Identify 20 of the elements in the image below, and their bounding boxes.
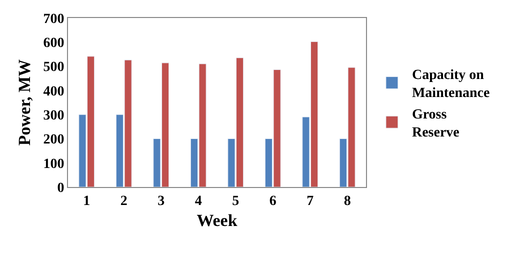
y-tick-label: 400 [43,84,64,100]
y-axis-title: Power, MW [14,59,34,146]
y-tick-label: 100 [43,156,64,172]
y-tick-label: 0 [57,180,64,196]
y-tick-label: 500 [43,60,64,76]
y-tick-label: 700 [43,12,64,27]
x-tick-label: 4 [194,194,202,209]
legend-label: Gross Reserve [412,107,460,141]
x-tick-label: 3 [158,194,165,209]
legend-label: Capacity on Maintenance [412,68,490,102]
y-tick-label: 200 [43,132,64,148]
y-tick-label: 600 [43,36,64,52]
y-tick-label: 300 [43,108,64,124]
x-tick-label: 2 [120,194,128,209]
x-tick-label: 5 [232,194,240,209]
x-tick-label: 6 [269,194,276,209]
x-tick-label: 8 [344,194,351,209]
x-tick-label: 1 [83,194,90,209]
x-tick-label: 7 [306,194,314,209]
x-axis-title: Week [196,211,238,230]
